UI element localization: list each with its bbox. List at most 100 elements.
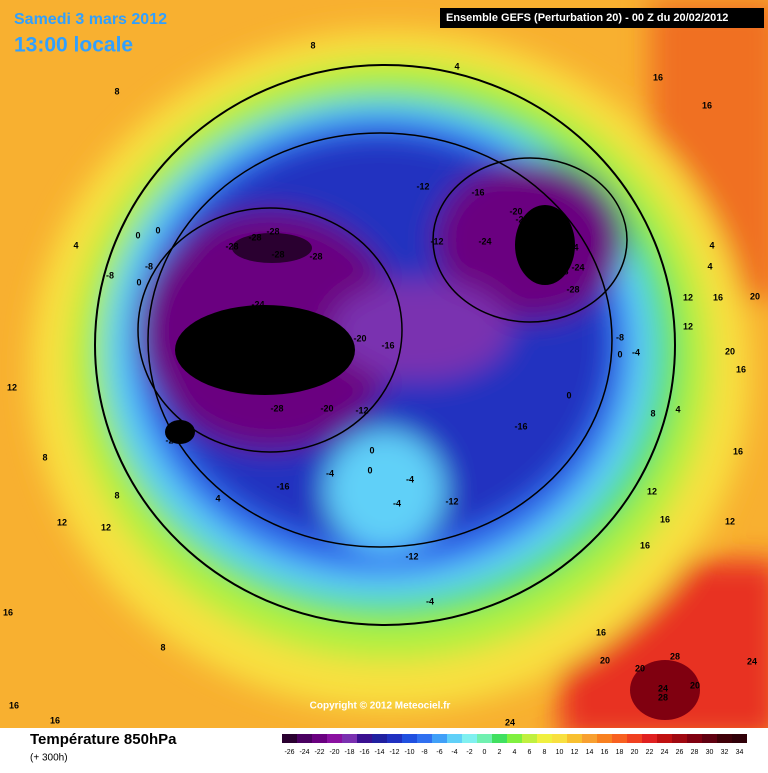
colorbar-swatch bbox=[672, 734, 687, 743]
contour-label: 28 bbox=[658, 692, 668, 702]
contour-label: -24 bbox=[251, 299, 264, 309]
contour-label: -28 bbox=[523, 242, 536, 252]
colorbar-label: 32 bbox=[721, 749, 729, 756]
colorbar-label: 10 bbox=[556, 749, 564, 756]
colorbar-swatch bbox=[282, 734, 297, 743]
contour-labels: 8 4 16 16 8 -12 -16 -20 -28 -24 -28 -24 -28 -24 -28 -12… bbox=[3, 40, 760, 727]
colorbar-label: -14 bbox=[374, 749, 384, 756]
contour-label: 12 bbox=[725, 516, 735, 526]
contour-label: 20 bbox=[690, 680, 700, 690]
contour-label: 12 bbox=[683, 292, 693, 302]
contour-label: 0 bbox=[135, 230, 140, 240]
colorbar-label: 14 bbox=[586, 749, 594, 756]
contour-label: -16 bbox=[514, 421, 527, 431]
contour-label: -20 bbox=[320, 403, 333, 413]
colorbar-label: 26 bbox=[676, 749, 684, 756]
run-info: Ensemble GEFS (Perturbation 20) - 00 Z d… bbox=[446, 12, 728, 24]
contour-label: 24 bbox=[658, 683, 668, 693]
colorbar-swatch bbox=[627, 734, 642, 743]
colorbar-swatch bbox=[702, 734, 717, 743]
colorbar-swatch bbox=[312, 734, 327, 743]
contour-label: -8 bbox=[616, 332, 624, 342]
colorbar-swatch bbox=[717, 734, 732, 743]
contour-label: -24 bbox=[565, 242, 578, 252]
colorbar-swatch bbox=[342, 734, 357, 743]
contour-label: -4 bbox=[426, 596, 434, 606]
contour-label: 20 bbox=[750, 291, 760, 301]
contour-label: -28 bbox=[225, 241, 238, 251]
contour-label: -16 bbox=[471, 187, 484, 197]
contour-label: 0 bbox=[369, 445, 374, 455]
colorbar-label: 22 bbox=[646, 749, 654, 756]
contour-label: -4 bbox=[406, 474, 414, 484]
colorbar-label: 30 bbox=[706, 749, 714, 756]
contour-label: -28 bbox=[309, 251, 322, 261]
colorbar-label: 6 bbox=[528, 749, 532, 756]
contour-label: 24 bbox=[747, 656, 757, 666]
contour-label: 0 bbox=[566, 390, 571, 400]
colorbar-label: -22 bbox=[314, 749, 324, 756]
colorbar-swatch bbox=[507, 734, 522, 743]
contour-label: 28 bbox=[670, 651, 680, 661]
contour-label: -20 bbox=[509, 206, 522, 216]
contour-label: -8 bbox=[106, 270, 114, 280]
colorbar-swatch bbox=[417, 734, 432, 743]
colorbar-label: -18 bbox=[344, 749, 354, 756]
contour-label: 8 bbox=[310, 40, 315, 50]
colorbar-swatch bbox=[357, 734, 372, 743]
contour-label: 16 bbox=[736, 364, 746, 374]
colorbar-swatch bbox=[522, 734, 537, 743]
contour-label: 8 bbox=[114, 490, 119, 500]
colorbar-label: -24 bbox=[299, 749, 309, 756]
contour-label: -8 bbox=[145, 261, 153, 271]
contour-label: 0 bbox=[136, 277, 141, 287]
colorbar-label: 34 bbox=[736, 749, 744, 756]
contour-label: 16 bbox=[50, 715, 60, 725]
colorbar-swatch bbox=[432, 734, 447, 743]
colorbar-swatch bbox=[402, 734, 417, 743]
contour-label: -12 bbox=[430, 236, 443, 246]
colorbar-label: 16 bbox=[601, 749, 609, 756]
colorbar-label: -8 bbox=[421, 749, 427, 756]
colorbar-swatch bbox=[657, 734, 672, 743]
colorbar-swatch bbox=[462, 734, 477, 743]
colorbar-swatch bbox=[642, 734, 657, 743]
colorbar-label: 4 bbox=[513, 749, 517, 756]
contour-label: -28 bbox=[266, 226, 279, 236]
colorbar-label: 0 bbox=[483, 749, 487, 756]
contour-label: 4 bbox=[73, 240, 78, 250]
run-box bbox=[440, 8, 764, 28]
contour-label: 24 bbox=[505, 717, 515, 727]
copyright: Copyright © 2012 Meteociel.fr bbox=[310, 701, 451, 712]
footer-title: Température 850hPa bbox=[30, 731, 177, 748]
colorbar-swatch bbox=[327, 734, 342, 743]
colorbar-swatch bbox=[687, 734, 702, 743]
contour-label: 8 bbox=[114, 86, 119, 96]
contour-label: 12 bbox=[7, 382, 17, 392]
colorbar-swatch bbox=[297, 734, 312, 743]
colorbar-label: 18 bbox=[616, 749, 624, 756]
contour-label: -4 bbox=[632, 347, 640, 357]
colorbar-label: 12 bbox=[571, 749, 579, 756]
contour-label: -28 bbox=[555, 266, 568, 276]
colorbar-label: -26 bbox=[284, 749, 294, 756]
contour-label: 4 bbox=[675, 404, 680, 414]
colorbar-swatch bbox=[387, 734, 402, 743]
colorbar-label: -10 bbox=[404, 749, 414, 756]
colorbar-swatch bbox=[447, 734, 462, 743]
contour-label: 4 bbox=[707, 261, 712, 271]
colorbar-swatch bbox=[477, 734, 492, 743]
contour-label: -28 bbox=[270, 403, 283, 413]
date: Samedi 3 mars 2012 bbox=[14, 11, 167, 28]
contour-label: -4 bbox=[393, 498, 401, 508]
contour-label: -24 bbox=[165, 435, 178, 445]
contour-label: 0 bbox=[617, 349, 622, 359]
contour-label: -12 bbox=[355, 405, 368, 415]
colorbar-label: 20 bbox=[631, 749, 639, 756]
contour-label: 4 bbox=[215, 493, 220, 503]
colorbar-label: -20 bbox=[329, 749, 339, 756]
contour-label: 20 bbox=[725, 346, 735, 356]
contour-label: 16 bbox=[660, 514, 670, 524]
contour-label: -28 bbox=[271, 249, 284, 259]
